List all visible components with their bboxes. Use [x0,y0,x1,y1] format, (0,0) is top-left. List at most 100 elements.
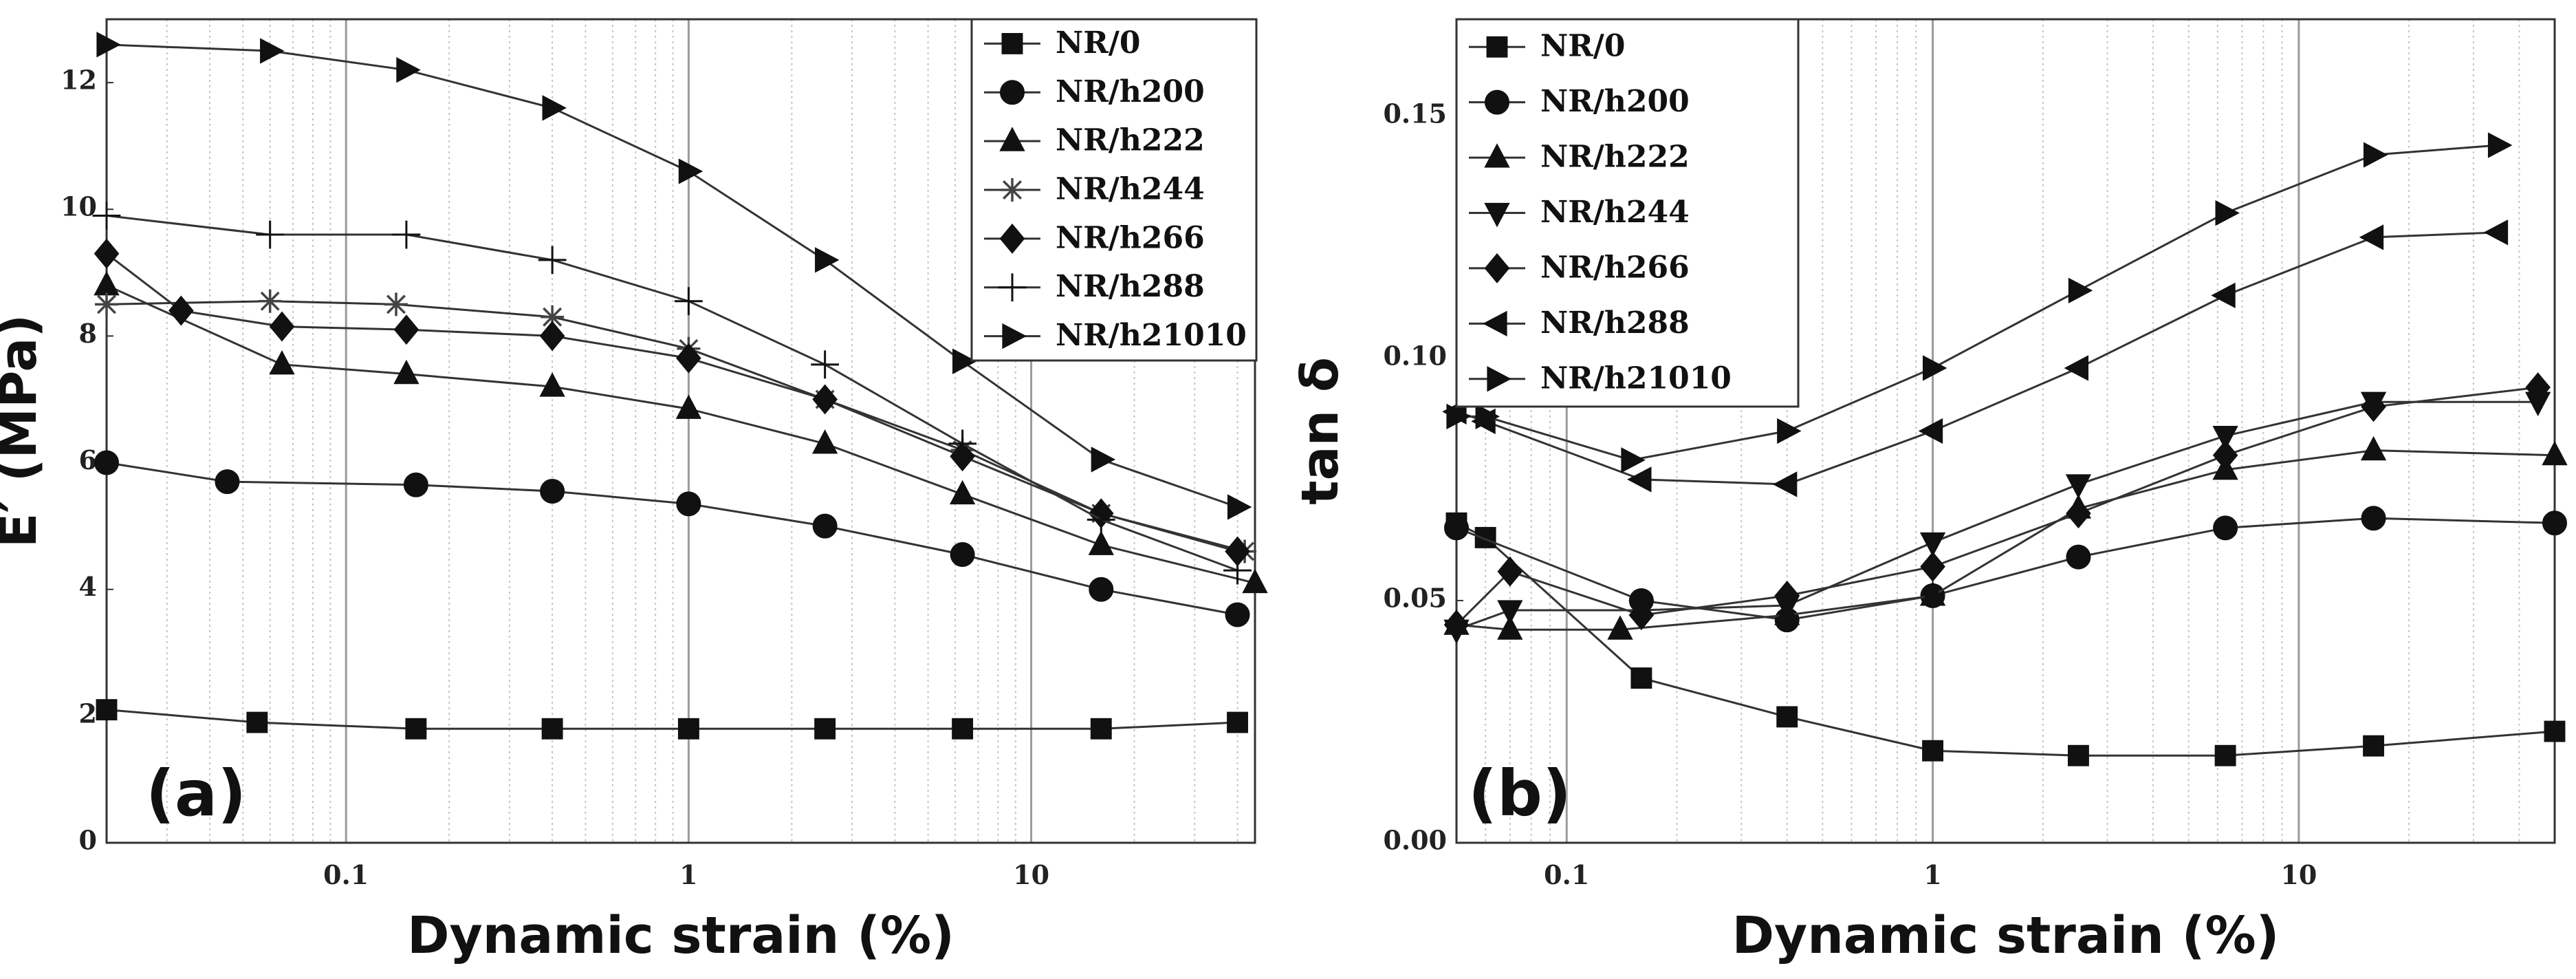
data-point [1922,740,1944,762]
legend-label: NR/h288 [1540,305,1690,341]
data-point [2212,425,2238,451]
series-NR/h21010 [96,32,1252,520]
y-tick-label: 0.00 [1383,825,1447,856]
legend-marker [1484,252,1510,283]
series-NR/h200 [1444,506,2567,633]
legend-label: NR/h21010 [1540,361,1732,396]
legend-marker [1000,80,1025,105]
data-point [2068,277,2093,303]
data-point [677,718,699,740]
data-point [260,38,285,64]
legend-marker [1001,32,1023,54]
data-point [1922,355,1947,381]
chart-panel-a: 0.1 1 10 0 2 4 6 8 10 12 Dynamic strain (%) E′ (MPa… [0,18,1268,965]
data-point [952,348,977,374]
legend-marker [1002,323,1027,349]
series-NR/h21010 [1446,132,2513,473]
legend-marker [1484,202,1510,228]
y-tick-label: 2 [79,698,97,729]
data-point [2065,474,2092,499]
data-point [1475,403,1500,430]
legend-marker [999,127,1025,151]
data-point [1090,718,1112,740]
y-tick-label: 8 [79,318,97,349]
y-tick-label: 0 [79,825,97,856]
legend: NR/0 NR/h200 NR/h222 NR/h244 NR/h266 NR/h288 N… [970,18,1258,362]
data-point [1621,447,1646,473]
series-NR/0 [96,699,1248,740]
data-point [1223,556,1252,585]
series-NR/h266 [94,238,1250,567]
data-point [1919,581,1946,606]
plot-frame [105,18,1256,844]
data-point [1772,471,1798,497]
data-point [1630,667,1652,689]
data-point [94,270,120,296]
data-point [2542,510,2567,536]
data-point [1497,600,1523,625]
data-point [215,469,240,495]
legend-marker [1486,36,1508,58]
legend-label: NR/h200 [1540,84,1690,119]
data-point [678,158,703,184]
data-point [1497,556,1523,587]
data-point [675,394,702,419]
y-tick-label: 4 [79,571,97,602]
data-point [2363,142,2388,168]
y-tick-label: 0.15 [1383,98,1447,129]
y-axis-label: E′ (MPa) [0,314,48,548]
data-point [814,718,836,740]
data-point [2213,515,2238,541]
data-point [1088,530,1114,555]
x-tick-label: 0.1 [323,859,369,890]
data-point [2066,498,2091,529]
legend: NR/0 NR/h200 NR/h222 NR/h244 NR/h266 NR/h288 N… [1455,18,1800,408]
legend-label: NR/h288 [1056,269,1205,304]
x-tick-label: 0.1 [1544,859,1589,890]
data-point [674,287,703,316]
x-tick-label: 10 [2280,859,2317,890]
data-point [948,429,977,458]
data-point [269,349,295,375]
data-point [541,305,565,329]
data-point [2361,391,2386,422]
legend-label: NR/0 [1056,25,1140,61]
data-point [812,513,838,539]
data-point [95,292,118,316]
y-tick-label: 12 [61,65,97,96]
data-point [676,491,701,517]
data-point [168,295,194,326]
data-point [396,57,421,83]
legend-marker [1485,89,1509,115]
series-line [1456,517,2555,621]
data-point [384,292,408,316]
data-point [1777,418,1802,444]
legend-marker [1487,366,1511,392]
y-axis-label: tan δ [1291,357,1350,505]
data-point [269,311,295,342]
data-point [2067,744,2089,766]
series-line [106,252,1238,552]
data-point [2361,506,2386,531]
data-point [812,384,838,415]
data-point [1918,418,1943,444]
x-axis-label: Dynamic strain (%) [407,906,954,965]
legend-label: NR/h266 [1056,220,1205,255]
data-point [950,542,975,568]
data-point [256,220,285,249]
data-point [1497,615,1523,640]
data-point [949,480,976,505]
data-point [2542,440,2568,466]
data-point [1087,506,1115,534]
data-point [393,314,419,345]
data-point [392,220,421,249]
series-NR/h266 [1443,372,2551,641]
data-point [403,472,428,497]
data-point [96,32,121,58]
panel-label: (a) [146,757,246,830]
x-tick-label: 1 [1923,859,1941,890]
data-point [2359,224,2384,250]
x-axis-label: Dynamic strain (%) [1732,906,2280,965]
y-tick-label: 0.10 [1383,340,1447,371]
data-point [2483,219,2509,246]
